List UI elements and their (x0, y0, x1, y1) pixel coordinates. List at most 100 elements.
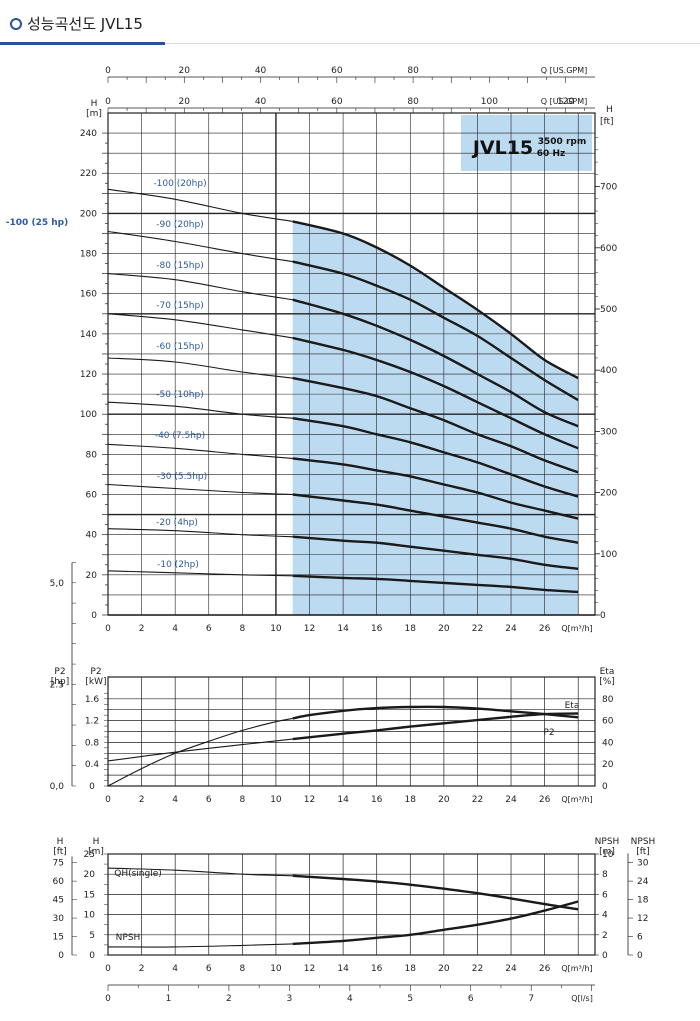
power-q-tick-label: 8 (239, 795, 245, 805)
eta-tick-label: 20 (602, 760, 614, 770)
head-curve-bold (292, 574, 579, 594)
npsh-hm-tick-label: 25 (84, 850, 95, 860)
head-m-tick-label: 140 (80, 330, 97, 340)
side-model-label: -100 (25 hp) (6, 218, 68, 228)
eta-tick-label: 80 (602, 695, 614, 705)
head-curve-thin (107, 483, 293, 496)
power-q-tick-label: 4 (172, 795, 178, 805)
head-ft-tick-label: 300 (600, 427, 617, 437)
eta-tick-label: 40 (602, 738, 614, 748)
ls-tick-label: 4 (347, 994, 353, 1004)
head-q-tick-label: 4 (172, 624, 178, 634)
qh-single-curve-label: QH(single) (114, 869, 162, 879)
power-hp-tick-label: 5,0 (50, 579, 65, 589)
ls-tick-label: 1 (166, 994, 172, 1004)
eta-curve-label: Eta (565, 701, 580, 711)
p2-curve-label: P2 (543, 728, 554, 738)
head-ft-tick-label: 0 (600, 611, 606, 621)
npsh-q-tick-label: 10 (270, 964, 282, 974)
power-hp-tick-label: 2.5 (50, 680, 64, 690)
head-q-axis-title: Q[m³/h] (561, 624, 592, 633)
head-m-tick-label: 120 (80, 370, 97, 380)
head-curve-thin (107, 401, 293, 419)
npsh-hm-tick-label: 20 (84, 870, 96, 880)
head-q-tick-label: 2 (139, 624, 145, 634)
npsh-curve-thin (107, 943, 293, 948)
head-curve-label: -60 (15hp) (156, 342, 203, 352)
power-hp-axis-unit: [hp] (51, 677, 69, 687)
head-m-tick-label: 160 (80, 290, 97, 300)
npsh-ft-tick-label: 18 (637, 896, 649, 906)
gpm-inner-tick-label: 20 (179, 97, 191, 107)
npsh-m-tick-label: 2 (602, 931, 608, 941)
head-curve-thin (107, 273, 293, 301)
power-kw-tick-label: 0.4 (85, 760, 100, 770)
npsh-q-tick-label: 20 (438, 964, 450, 974)
power-kw-tick-label: 0 (89, 782, 95, 792)
npsh-q-tick-label: 4 (172, 964, 178, 974)
power-q-tick-label: 26 (539, 795, 551, 805)
npsh-hm-tick-label: 10 (84, 911, 96, 921)
npsh-ft-tick-label: 6 (637, 933, 643, 943)
head-curve-bold (292, 336, 579, 450)
npsh-q-tick-label: 18 (405, 964, 417, 974)
head-q-tick-label: 10 (270, 624, 282, 634)
npsh-hft-axis-unit: [ft] (53, 847, 67, 857)
head-q-tick-label: 0 (105, 624, 111, 634)
header-accent-bar (0, 42, 165, 45)
head-curve-label: -80 (15hp) (156, 261, 203, 271)
head-curve-bold (292, 417, 579, 498)
npsh-m-axis-title: NPSH (595, 837, 620, 847)
gpm-outer-tick-label: 80 (407, 66, 419, 76)
head-m-tick-label: 100 (80, 410, 97, 420)
frequency-label: 60 Hz (537, 149, 565, 159)
head-curve-thin (107, 528, 293, 538)
eta-tick-label: 60 (602, 717, 614, 727)
gpm-outer-tick-label: 20 (179, 66, 191, 76)
power-kw-tick-label: 0.8 (85, 738, 100, 748)
ls-tick-label: 7 (528, 994, 534, 1004)
head-curve-label: -100 (20hp) (153, 179, 206, 189)
head-m-axis-title: H (91, 99, 98, 109)
head-m-axis-unit: [m] (86, 109, 102, 119)
power-q-tick-label: 20 (438, 795, 450, 805)
npsh-m-axis-unit: [m] (599, 847, 615, 857)
speed-label: 3500 rpm (538, 137, 586, 147)
power-q-tick-label: 18 (405, 795, 417, 805)
page-title: 성능곡선도 JVL15 (27, 15, 143, 33)
head-curve-label: -10 (2hp) (157, 560, 199, 570)
head-q-tick-label: 18 (405, 624, 417, 634)
gpm-outer-tick-label: 60 (331, 66, 343, 76)
npsh-hm-axis-title: H (93, 837, 100, 847)
p2-curve-bold (292, 712, 579, 741)
head-q-tick-label: 20 (438, 624, 450, 634)
npsh-hm-tick-label: 0 (89, 951, 95, 961)
npsh-m-tick-label: 4 (602, 911, 608, 921)
model-title-box (461, 115, 592, 171)
power-q-tick-label: 14 (337, 795, 349, 805)
head-curve-thin (107, 188, 293, 222)
eta-curve-thin (107, 717, 293, 787)
npsh-hft-tick-label: 0 (58, 951, 64, 961)
gpm-inner-tick-label: 40 (255, 97, 267, 107)
power-q-tick-label: 12 (304, 795, 315, 805)
head-curve-bold (292, 457, 579, 520)
ls-tick-label: 5 (407, 994, 413, 1004)
head-q-tick-label: 12 (304, 624, 315, 634)
npsh-ft-tick-label: 30 (637, 859, 649, 869)
qh-single-curve-bold (292, 874, 579, 911)
head-curve-thin (107, 313, 293, 339)
eta-curve-bold (292, 705, 579, 720)
head-curve-bold (292, 260, 579, 402)
npsh-curve-bold (292, 900, 579, 946)
power-kw-axis-unit: [kW] (85, 677, 106, 687)
npsh-hft-axis-title: H (57, 837, 64, 847)
power-q-tick-label: 24 (505, 795, 517, 805)
head-m-tick-label: 200 (80, 209, 97, 219)
head-m-tick-label: 60 (86, 491, 98, 501)
power-hp-axis-title: P2 (54, 667, 65, 677)
ls-tick-label: 3 (286, 994, 292, 1004)
head-m-tick-label: 80 (86, 450, 98, 460)
gpm-outer-tick-label: 40 (255, 66, 267, 76)
head-curve-thin (107, 357, 293, 379)
